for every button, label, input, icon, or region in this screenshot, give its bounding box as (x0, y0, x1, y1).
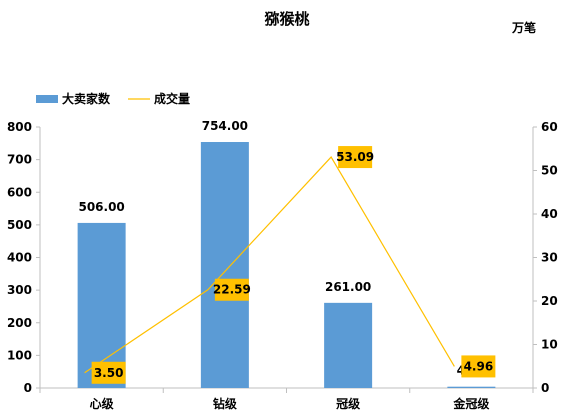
line-value-label: 3.50 (94, 366, 124, 380)
bar (200, 142, 249, 388)
line-label-box (91, 361, 126, 384)
y-right-tick-label: 60 (541, 120, 558, 134)
bar (77, 222, 126, 388)
x-tick-label: 钻级 (213, 396, 237, 411)
bar-value-label: 261.00 (325, 280, 371, 294)
y-left-tick-label: 500 (7, 218, 32, 232)
bar-value-label: 506.00 (78, 200, 124, 214)
y-left-tick-label: 400 (7, 251, 32, 265)
bar (447, 386, 496, 388)
legend-swatch-bar (36, 95, 58, 103)
axes: 0 100 200 300 400 500 600 700 800 0 10 20 30 40 50 60 心级… (7, 120, 558, 411)
line-value-label: 22.59 (213, 283, 251, 297)
y-left-tick-label: 600 (7, 185, 32, 199)
bar-value-label: 754.00 (202, 119, 248, 133)
y-right-tick-label: 30 (541, 251, 558, 265)
y-right-tick-label: 50 (541, 164, 558, 178)
line-value-label: 53.09 (336, 150, 374, 164)
line-path (84, 156, 455, 374)
y-right-tick-label: 0 (541, 381, 549, 395)
line-value-label: 4.96 (464, 359, 494, 373)
bar (324, 302, 373, 388)
unit-label: 万笔 (511, 20, 536, 35)
x-tick-label: 金冠级 (452, 396, 489, 411)
y-left-tick-label: 0 (24, 381, 32, 395)
bars (77, 142, 496, 388)
chart-title: 猕猴桃 (264, 10, 309, 28)
y-left-tick-label: 300 (7, 283, 32, 297)
line-label-box (461, 355, 496, 378)
x-tick-label: 心级 (90, 396, 114, 411)
y-left-tick-label: 700 (7, 153, 32, 167)
legend-label-line: 成交量 (154, 91, 190, 106)
y-left-tick-label: 800 (7, 120, 32, 134)
y-left-tick-label: 200 (7, 316, 32, 330)
y-right-tick-label: 40 (541, 207, 558, 221)
line-label-box (214, 278, 249, 301)
y-right-tick-label: 10 (541, 338, 558, 352)
line-series (84, 156, 455, 374)
legend-label-bar: 大卖家数 (62, 91, 111, 106)
line-label-box (338, 146, 373, 169)
y-right-tick-label: 20 (541, 294, 558, 308)
y-left-tick-label: 100 (7, 348, 32, 362)
x-tick-label: 冠级 (336, 396, 360, 411)
legend: 大卖家数 成交量 (36, 91, 190, 106)
